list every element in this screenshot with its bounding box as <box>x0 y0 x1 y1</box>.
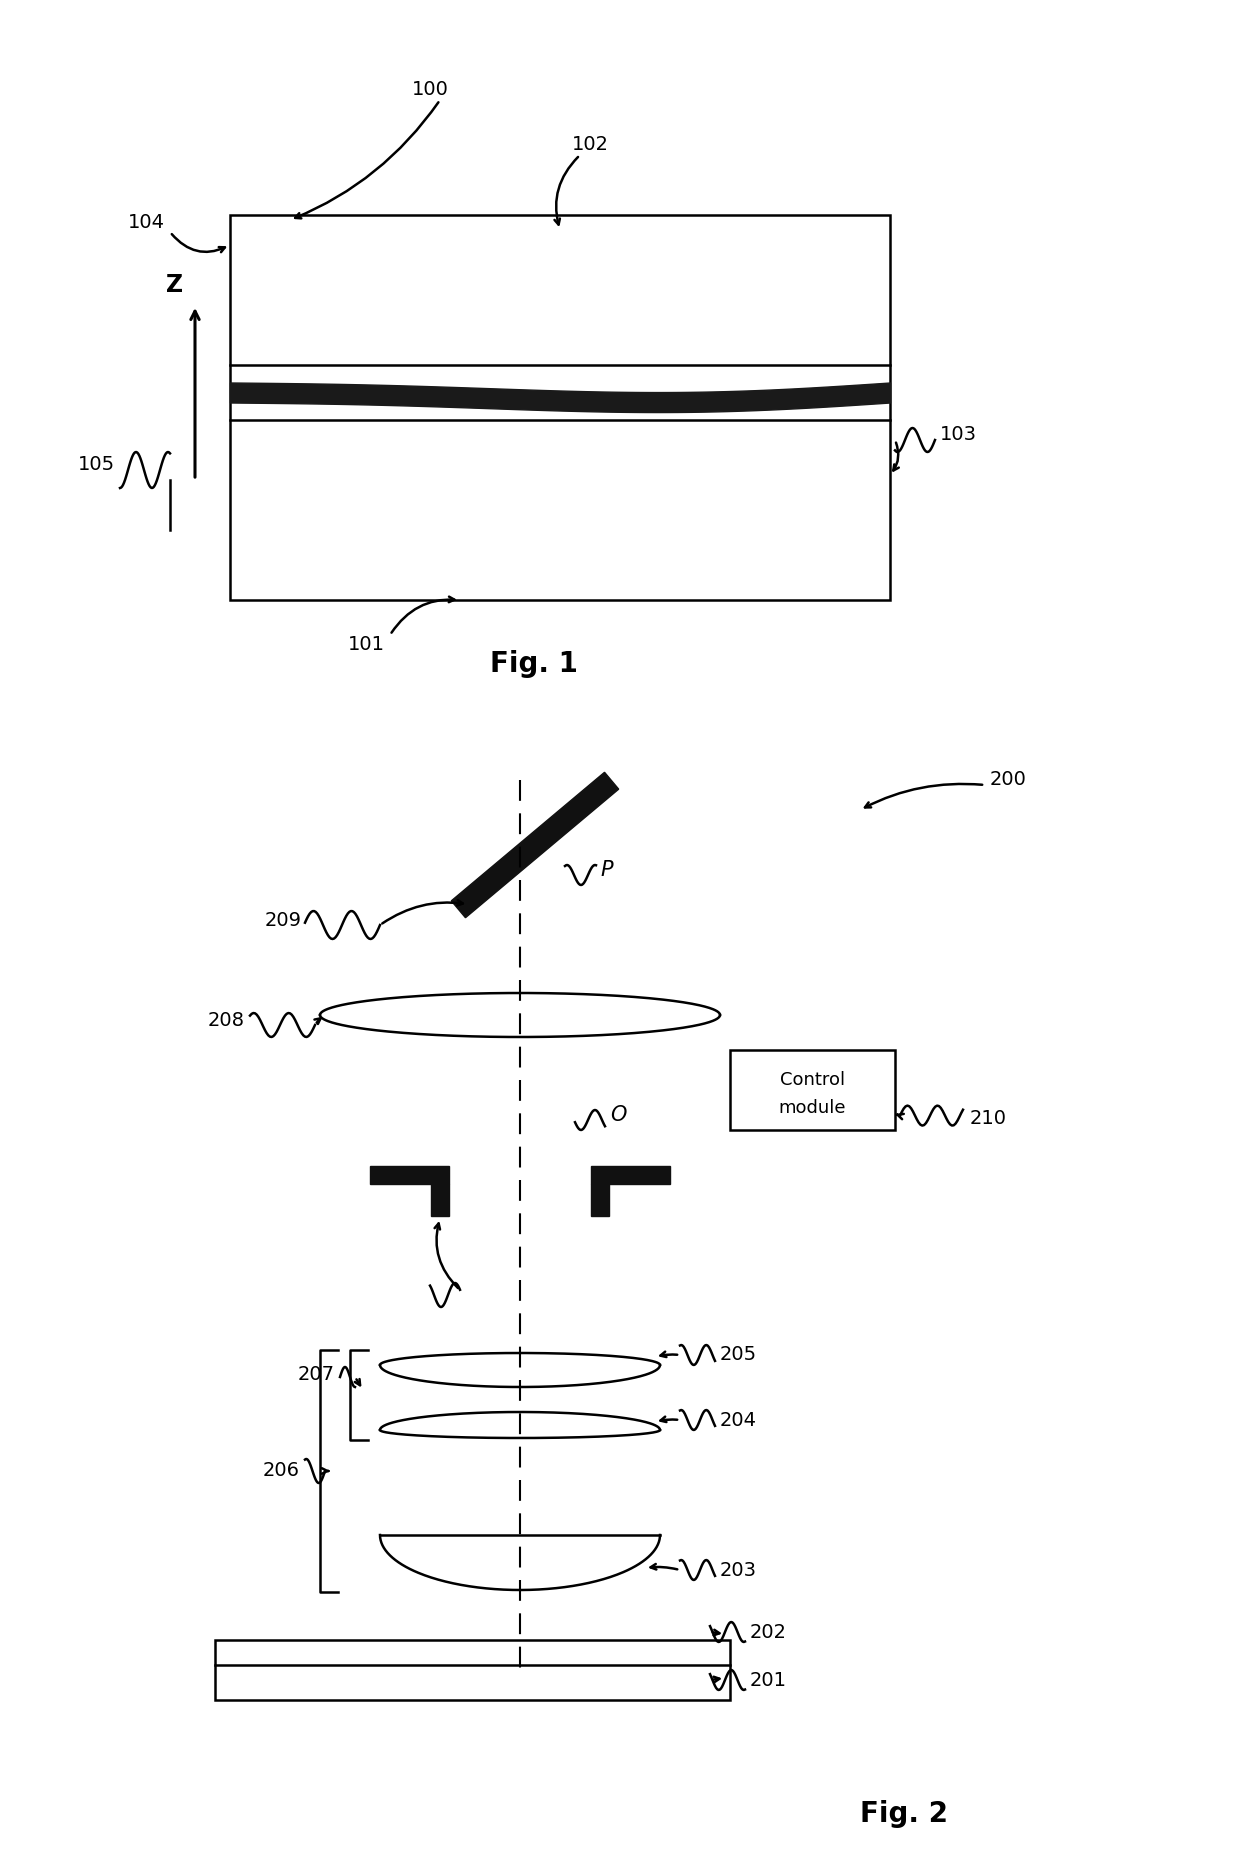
Text: 206: 206 <box>263 1462 300 1480</box>
Text: Control: Control <box>780 1071 846 1090</box>
Text: 203: 203 <box>720 1561 756 1580</box>
Text: 200: 200 <box>990 770 1027 788</box>
Text: 101: 101 <box>348 635 384 655</box>
Polygon shape <box>730 1051 895 1130</box>
Text: Fig. 2: Fig. 2 <box>861 1800 949 1828</box>
Text: 204: 204 <box>720 1410 756 1430</box>
Text: 201: 201 <box>750 1671 787 1689</box>
Text: 209: 209 <box>265 910 303 929</box>
Text: 202: 202 <box>750 1622 787 1641</box>
Text: 100: 100 <box>412 80 449 100</box>
Polygon shape <box>370 1166 449 1184</box>
Polygon shape <box>451 771 619 918</box>
Text: 104: 104 <box>128 213 165 231</box>
Text: P: P <box>600 860 613 881</box>
Polygon shape <box>591 1166 670 1184</box>
Text: 102: 102 <box>572 135 609 154</box>
Polygon shape <box>591 1184 609 1215</box>
Text: Fig. 1: Fig. 1 <box>490 649 578 677</box>
Text: 205: 205 <box>720 1345 758 1365</box>
Polygon shape <box>432 1184 449 1215</box>
Text: 210: 210 <box>970 1108 1007 1127</box>
Text: 207: 207 <box>298 1365 335 1384</box>
Text: 103: 103 <box>940 426 977 444</box>
Text: O: O <box>610 1104 626 1125</box>
Text: module: module <box>779 1099 846 1117</box>
Text: 105: 105 <box>78 455 115 474</box>
Text: 208: 208 <box>208 1010 246 1029</box>
Text: Z: Z <box>166 274 184 298</box>
